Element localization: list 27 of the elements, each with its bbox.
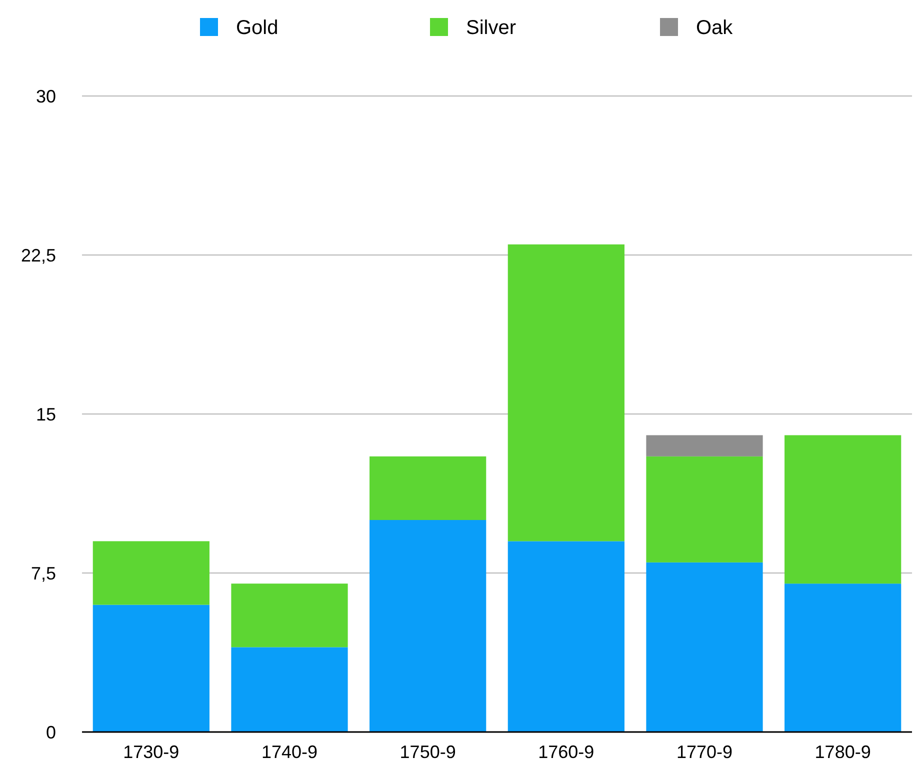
x-tick-label: 1730-9 [123, 742, 180, 762]
bar [646, 562, 763, 732]
bar [646, 456, 763, 562]
legend-label: Gold [236, 17, 278, 39]
bar [508, 541, 624, 732]
x-tick-label: 1760-9 [538, 742, 594, 762]
x-tick-label: 1740-9 [261, 742, 318, 762]
bar [370, 520, 486, 732]
bar [646, 435, 763, 456]
legend-label: Oak [696, 17, 734, 39]
x-tick-label: 1780-9 [814, 742, 871, 762]
bar [784, 584, 902, 732]
bar [231, 584, 348, 648]
bar [784, 435, 902, 584]
bar [231, 647, 348, 732]
bar [370, 456, 486, 520]
y-tick-label: 0 [46, 722, 56, 742]
bar [92, 541, 210, 605]
y-tick-label: 30 [36, 86, 56, 106]
y-tick-label: 22,5 [20, 245, 56, 266]
bar [508, 244, 624, 542]
bar [92, 604, 210, 732]
x-tick-label: 1770-9 [676, 742, 733, 762]
y-tick-label: 15 [36, 404, 56, 424]
legend-label: Silver [466, 17, 516, 39]
y-tick-label: 7,5 [30, 563, 56, 584]
x-tick-label: 1750-9 [400, 742, 456, 762]
